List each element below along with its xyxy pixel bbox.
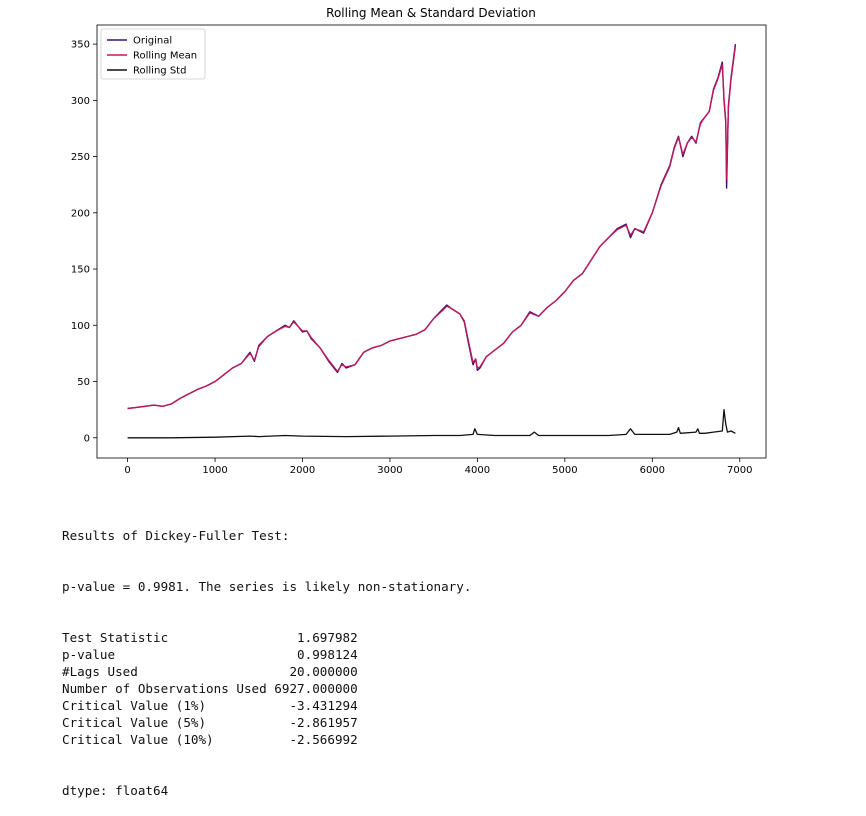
y-tick-label: 250 xyxy=(71,152,90,163)
series-line-rolling-mean xyxy=(127,46,737,410)
output-heading: Results of Dickey-Fuller Test: xyxy=(62,528,290,543)
series-layer xyxy=(127,44,737,439)
series-line-original xyxy=(127,44,737,410)
x-tick-label: 5000 xyxy=(552,465,577,476)
output-row: #Lags Used 20.000000 xyxy=(62,664,358,679)
x-tick-label: 4000 xyxy=(465,465,490,476)
y-tick-label: 300 xyxy=(71,96,90,107)
y-axis-ticks: 0 50 100 150 200 250 300 350 xyxy=(71,40,97,444)
dickey-fuller-output: Results of Dickey-Fuller Test: p-value =… xyxy=(62,493,471,816)
output-row: Critical Value (10%) -2.566992 xyxy=(62,732,358,747)
output-row: Test Statistic 1.697982 xyxy=(62,630,358,645)
output-summary: p-value = 0.9981. The series is likely n… xyxy=(62,579,472,594)
output-row: p-value 0.998124 xyxy=(62,647,358,662)
x-tick-label: 6000 xyxy=(640,465,665,476)
y-tick-label: 150 xyxy=(71,265,90,276)
x-axis-ticks: 0 1000 2000 3000 4000 5000 6000 7000 xyxy=(124,458,752,476)
legend: Original Rolling Mean Rolling Std xyxy=(100,28,206,80)
x-tick-label: 7000 xyxy=(727,465,752,476)
axes-frame xyxy=(96,24,767,459)
y-tick-label: 350 xyxy=(71,40,90,51)
output-row: Number of Observations Used 6927.000000 xyxy=(62,681,358,696)
x-tick-label: 0 xyxy=(124,465,130,476)
y-tick-label: 100 xyxy=(71,321,90,332)
y-tick-label: 50 xyxy=(77,377,90,388)
output-dtype: dtype: float64 xyxy=(62,783,169,798)
output-row: Critical Value (1%) -3.431294 xyxy=(62,698,358,713)
legend-label: Original xyxy=(133,36,172,47)
series-line-rolling-std xyxy=(127,408,736,439)
rolling-stats-chart: Rolling Mean & Standard Deviation 0 1000 2… xyxy=(71,6,767,476)
output-rows: Test Statistic 1.697982 p-value 0.998124 #… xyxy=(62,629,471,748)
x-tick-label: 1000 xyxy=(202,465,227,476)
legend-box xyxy=(100,28,206,80)
x-tick-label: 3000 xyxy=(377,465,402,476)
y-tick-label: 200 xyxy=(71,208,90,219)
y-tick-label: 0 xyxy=(84,433,90,444)
legend-label: Rolling Std xyxy=(133,66,186,77)
legend-label: Rolling Mean xyxy=(133,51,197,62)
x-tick-label: 2000 xyxy=(290,465,315,476)
chart-title: Rolling Mean & Standard Deviation xyxy=(326,6,536,20)
output-row: Critical Value (5%) -2.861957 xyxy=(62,715,358,730)
